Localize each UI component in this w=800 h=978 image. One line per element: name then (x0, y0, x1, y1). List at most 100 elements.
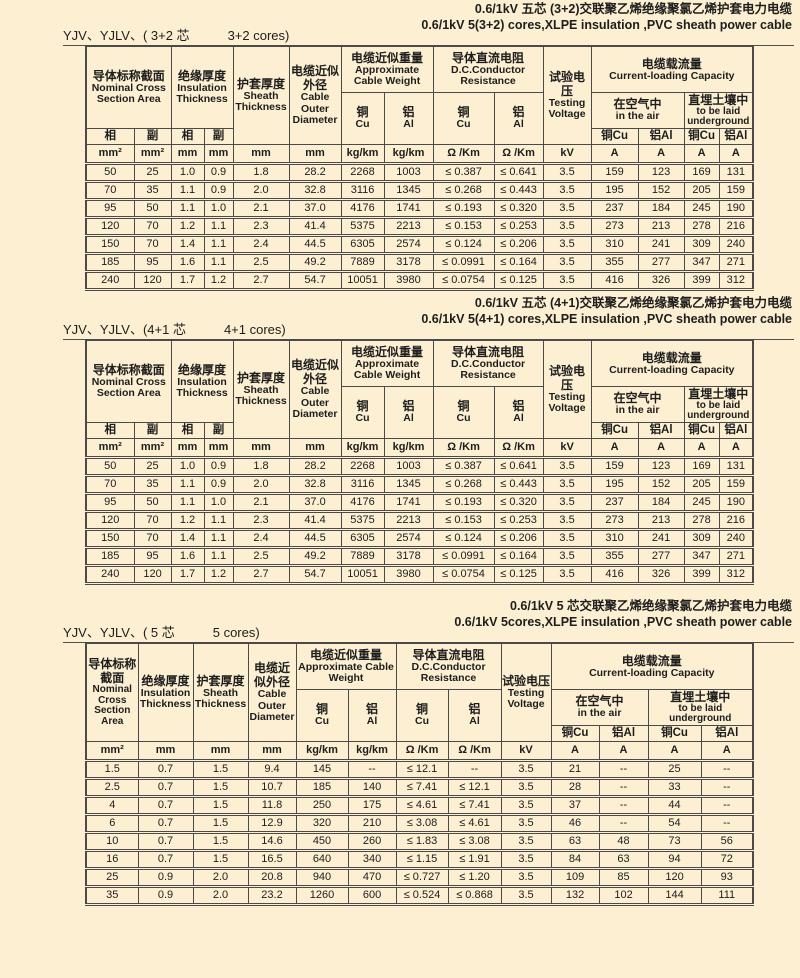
table-cell: 150 (85, 527, 135, 549)
table-cell: -- (447, 758, 502, 780)
table-cell: 184 (637, 197, 685, 219)
table-cell: 70 (85, 179, 135, 201)
table-cell: 3.5 (542, 473, 592, 495)
unit-cell: mm (203, 143, 234, 164)
table-cell: 1.6 (170, 251, 205, 273)
col-underground-al: 铝Al (700, 724, 754, 742)
unit-cell: kg/km (383, 143, 434, 164)
table-cell: 3.5 (500, 884, 552, 906)
unit-cell: kg/km (347, 740, 397, 761)
col-underground-cu: 铜Cu (683, 421, 720, 439)
table-cell: 2.3 (232, 215, 290, 237)
table-cell: ≤ 0.387 (432, 161, 495, 183)
table-row: 240 120 1.7 1.2 2.7 54.7 10051 3980 ≤ 0.0754 ≤ 0.… (85, 563, 754, 585)
table-cell: 120 (133, 563, 172, 585)
table-cell: 1.4 (170, 233, 205, 255)
col-resistance-cu: 铜 Cu (432, 91, 495, 145)
table-cell: 84 (550, 848, 600, 870)
table-cell: 54.7 (288, 269, 342, 291)
table-cell: 49.2 (288, 545, 342, 567)
table-cell: -- (700, 758, 754, 780)
unit-cell: mm² (133, 437, 172, 458)
table-cell: 1.2 (203, 269, 234, 291)
table-cell: 1003 (383, 161, 434, 183)
col-underground: 直埋土壤中 to be laid underground (647, 688, 754, 726)
table-cell: 94 (647, 848, 702, 870)
table-cell: 37.0 (288, 491, 342, 513)
table-cell: 1.2 (203, 563, 234, 585)
unit-row: mm² mm² mm mm mm mm kg/km kg/km Ω /Km Ω /Km kV A A A A (85, 143, 754, 164)
table-cell: 205 (683, 473, 720, 495)
table-cell: 3178 (383, 545, 434, 567)
table-cell: 399 (683, 269, 720, 291)
table-cell: 7889 (340, 251, 385, 273)
table-cell: 1.2 (170, 509, 205, 531)
table-cell: ≤ 0.124 (432, 233, 495, 255)
spec-table-3p2: 导体标称截面 Nominal Cross Section Area 绝缘厚度 Ins… (85, 45, 755, 291)
col-nominal-cross-section: 导体标称截面 Nominal Cross Section Area (85, 45, 172, 129)
table-cell: 309 (683, 233, 720, 255)
table-cell: 23.2 (247, 884, 297, 906)
unit-cell: A (637, 437, 685, 458)
table-cell: 120 (133, 269, 172, 291)
table-cell: 1345 (383, 473, 434, 495)
table-cell: 120 (647, 866, 702, 888)
col-weight-cu: 铜 Cu (340, 91, 385, 145)
table-cell: 1.0 (170, 455, 205, 477)
table-row: 120 70 1.2 1.1 2.3 41.4 5375 2213 ≤ 0.153 ≤ 0.253… (85, 509, 754, 531)
unit-cell: mm² (85, 740, 139, 761)
col-cable-outer-diameter: 电缆近似外径 Cable Outer Diameter (288, 339, 342, 439)
unit-cell: kV (542, 143, 592, 164)
table-cell: 213 (637, 509, 685, 531)
table-cell: 16 (85, 848, 139, 870)
col-insulation-thickness: 绝缘厚度 Insulation Thickness (137, 642, 194, 742)
table-cell: 1.8 (232, 161, 290, 183)
unit-cell: A (637, 143, 685, 164)
table-cell: 2213 (383, 215, 434, 237)
col-current-loading-capacity: 电缆载流量 Current-loading Capacity (590, 45, 754, 93)
table-cell: 195 (590, 179, 639, 201)
table-cell: 245 (683, 197, 720, 219)
table-cell: 1.5 (192, 812, 249, 834)
table-cell: 1741 (383, 197, 434, 219)
table-row: 50 25 1.0 0.9 1.8 28.2 2268 1003 ≤ 0.387 ≤ 0.641 3… (85, 455, 754, 477)
table-cell: 1.5 (192, 848, 249, 870)
table-cell: 0.9 (203, 455, 234, 477)
table-cell: 237 (590, 491, 639, 513)
col-underground-cu: 铜Cu (647, 724, 702, 742)
table-cell: ≤ 0.206 (493, 233, 544, 255)
series-label: YJV、YJLV、( 5 芯 5 cores) (63, 625, 260, 641)
table-row: 1.5 0.7 1.5 9.4 145 -- ≤ 12.1 -- 3.5 21 -- 25 -- (85, 758, 754, 780)
table-body: 50 25 1.0 0.9 1.8 28.2 2268 1003 ≤ 0.387 ≤ 0.641 3… (85, 161, 754, 291)
table-cell: 3.5 (542, 161, 592, 183)
table-row: 6 0.7 1.5 12.9 320 210 ≤ 3.08 ≤ 4.61 3.5 46 -- 54 -- (85, 812, 754, 834)
table-cell: ≤ 3.08 (395, 812, 449, 834)
table-cell: 16.5 (247, 848, 297, 870)
unit-cell: A (718, 437, 754, 458)
table-cell: 416 (590, 269, 639, 291)
table-cell: 277 (637, 251, 685, 273)
table-cell: 70 (133, 509, 172, 531)
table-cell: 28.2 (288, 455, 342, 477)
table-cell: 132 (550, 884, 600, 906)
unit-cell: mm (170, 143, 205, 164)
col-air-cu: 铜Cu (590, 127, 639, 145)
table-cell: 2.0 (192, 866, 249, 888)
table-cell: 450 (295, 830, 349, 852)
table-row: 120 70 1.2 1.1 2.3 41.4 5375 2213 ≤ 0.153 ≤ 0.253… (85, 215, 754, 237)
table-cell: 3.5 (542, 251, 592, 273)
unit-cell: Ω /Km (447, 740, 502, 761)
table-row: 150 70 1.4 1.1 2.4 44.5 6305 2574 ≤ 0.124 ≤ 0.206… (85, 527, 754, 549)
table-cell: 940 (295, 866, 349, 888)
table-cell: 1.1 (170, 473, 205, 495)
table-cell: 2.5 (232, 545, 290, 567)
table-cell: 0.9 (137, 866, 194, 888)
table-cell: 3.5 (500, 830, 552, 852)
table-cell: 271 (718, 251, 754, 273)
table-cell: 1.5 (192, 794, 249, 816)
table-cell: 190 (718, 491, 754, 513)
table-cell: 0.7 (137, 776, 194, 798)
table-cell: 185 (85, 251, 135, 273)
table-cell: 3.5 (500, 776, 552, 798)
table-cell: 73 (647, 830, 702, 852)
